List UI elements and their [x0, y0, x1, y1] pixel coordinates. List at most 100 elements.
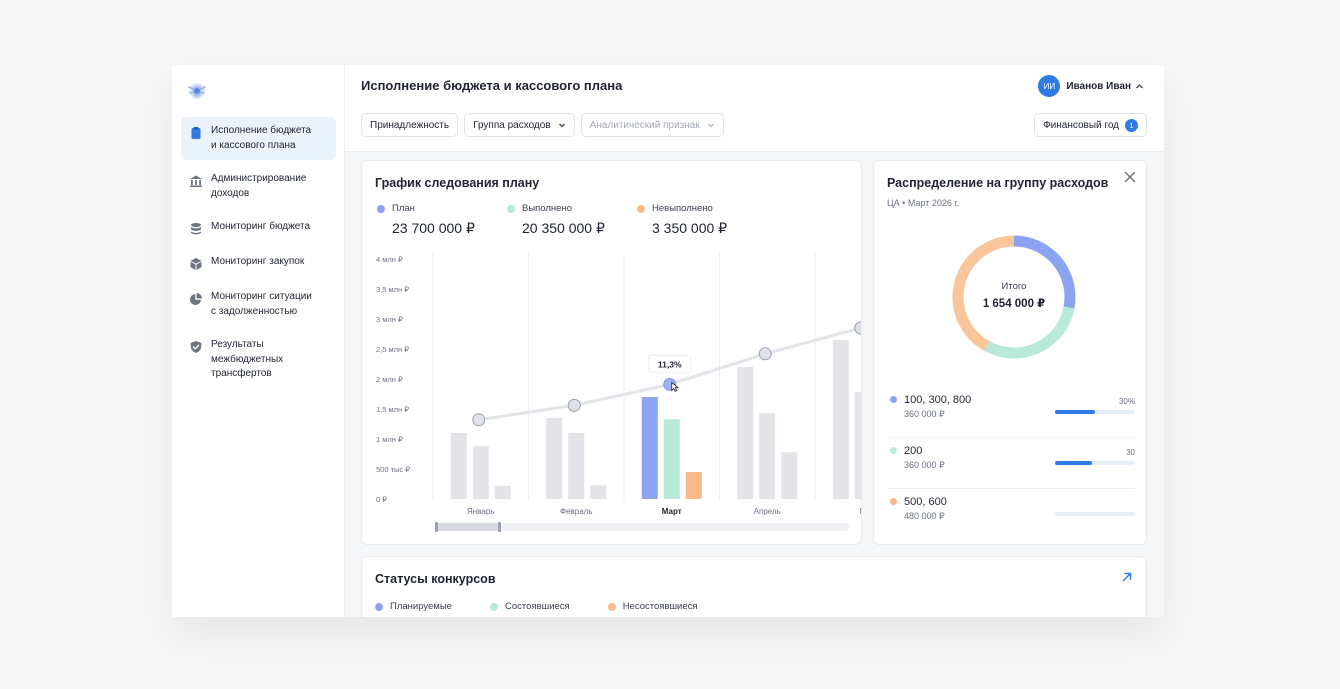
legend-dot	[375, 602, 383, 611]
list-item[interactable]: 200 360 000 ₽ 30	[887, 438, 1135, 489]
close-icon[interactable]	[1122, 169, 1138, 185]
sidebar-item-debt-monitoring[interactable]: Мониторинг ситуации с задолженностью	[181, 283, 336, 326]
progress-track	[1055, 461, 1135, 465]
list-item-amount: 480 000 ₽	[904, 511, 945, 521]
chart-scroll-track	[435, 523, 849, 531]
sidebar-item-budget-monitoring[interactable]: Мониторинг бюджета	[181, 213, 336, 243]
tooltip-box	[648, 354, 692, 373]
sidebar-item-label: Исполнение бюджета и кассового плана	[211, 125, 312, 151]
legend-label: Планируемые	[390, 601, 452, 612]
bar-plan	[641, 397, 658, 499]
expense-distribution-card: Распределение на группу расходов ЦА • Ма…	[873, 160, 1147, 545]
status-legend-held: Состоявшиеся	[489, 601, 570, 612]
plan-chart-title: График следования плану	[375, 176, 540, 190]
list-item-amount: 360 000 ₽	[904, 409, 945, 419]
y-tick-label: 3,5 млн ₽	[376, 285, 409, 294]
status-title: Статусы конкурсов	[375, 572, 496, 586]
donut-title: Распределение на группу расходов	[887, 176, 1109, 190]
bar-undone	[590, 485, 607, 499]
y-tick-label: 2,5 млн ₽	[376, 345, 409, 354]
legend-label: Выполнено	[522, 203, 572, 214]
donut-chart	[952, 235, 1076, 359]
chevron-down-icon	[558, 123, 565, 128]
status-legend-planned: Планируемые	[375, 601, 452, 612]
donut-segment[interactable]	[952, 235, 1076, 359]
progress-track	[1055, 512, 1135, 516]
filter-expense-group[interactable]: Группа расходов	[464, 113, 575, 137]
bank-icon	[190, 175, 202, 187]
progress-fill	[1055, 461, 1092, 465]
list-item-dot	[890, 498, 897, 505]
sidebar-item-transfers[interactable]: Результаты межбюджетных трансфертов	[181, 331, 336, 389]
list-item-percent: 30%	[1118, 397, 1135, 406]
donut-total-label: Итого	[1001, 281, 1027, 292]
list-item[interactable]: 500, 600 480 000 ₽	[887, 489, 1135, 540]
list-item-name: 200	[904, 445, 923, 457]
legend-done-value: 20 350 000 ₽	[522, 220, 605, 236]
bar-plan	[832, 340, 849, 499]
main-content: Исполнение бюджета и кассового плана ИИ …	[345, 65, 1164, 617]
progress-fill	[1055, 410, 1095, 414]
filter-expense-group-label: Группа расходов	[473, 119, 551, 131]
bar-plan	[737, 367, 754, 499]
x-tick-label: Апрель	[754, 507, 781, 516]
emblem-logo	[188, 83, 206, 99]
y-tick-label: 1 млн ₽	[376, 435, 403, 444]
topbar: Исполнение бюджета и кассового плана ИИ …	[345, 65, 1164, 152]
arrow-up-right-icon[interactable]	[1121, 571, 1133, 583]
bar-done	[759, 413, 776, 499]
sidebar-item-revenue-admin[interactable]: Администрирование доходов	[181, 165, 336, 208]
sidebar-item-label: Мониторинг бюджета	[211, 221, 311, 232]
trend-point	[567, 398, 581, 412]
x-tick-label: Январь	[467, 507, 494, 516]
legend-plan: План	[377, 203, 415, 214]
chart-scroll-thumb[interactable]	[437, 523, 499, 531]
bar-undone	[494, 485, 511, 499]
avatar: ИИ	[1038, 75, 1061, 97]
filter-ownership[interactable]: Принадлежность	[361, 113, 459, 137]
list-item-name: 100, 300, 800	[904, 394, 972, 406]
plan-chart-card: График следования плану План 23 700 000 …	[361, 160, 862, 545]
trend-point	[472, 413, 486, 427]
y-tick-label: 4 млн ₽	[376, 255, 403, 264]
filter-fin-year-label: Финансовый год	[1043, 119, 1119, 131]
legend-dot	[489, 602, 498, 611]
donut-segment[interactable]	[952, 235, 1076, 359]
y-tick-label: 0 ₽	[376, 495, 387, 504]
donut-subtitle: ЦА • Март 2026 г.	[887, 198, 960, 208]
list-item[interactable]: 100, 300, 800 360 000 ₽ 30%	[887, 387, 1135, 438]
sidebar: Исполнение бюджета и кассового плана Адм…	[172, 65, 345, 617]
filter-analytic[interactable]: Аналитический признак	[580, 113, 724, 137]
expense-group-list: 100, 300, 800 360 000 ₽ 30% 200 360 000 …	[887, 387, 1135, 540]
legend-dot	[377, 204, 385, 213]
status-legend-failed: Несостоявшиеся	[607, 601, 698, 612]
bar-done	[854, 392, 861, 499]
bar-done	[472, 446, 489, 499]
filter-analytic-label: Аналитический признак	[589, 119, 700, 131]
chevron-down-icon	[707, 123, 714, 128]
user-menu[interactable]: ИИ Иванов Иван	[1038, 75, 1144, 97]
sidebar-item-label: Администрирование доходов	[211, 173, 307, 199]
y-tick-label: 2 млн ₽	[376, 375, 403, 384]
legend-plan-value: 23 700 000 ₽	[392, 220, 475, 236]
x-tick-label: Февраль	[560, 507, 593, 516]
list-item-name: 500, 600	[904, 496, 947, 508]
filter-fin-year[interactable]: Финансовый год 1	[1034, 113, 1147, 137]
chart-scroll-handle-right	[498, 522, 501, 532]
legend-label: План	[392, 203, 415, 214]
legend-dot	[607, 602, 616, 611]
list-item-amount: 360 000 ₽	[904, 460, 945, 470]
box-icon	[190, 258, 202, 270]
sidebar-item-procurement[interactable]: Мониторинг закупок	[181, 248, 336, 278]
y-tick-label: 500 тыс ₽	[376, 465, 410, 474]
bar-plan	[546, 418, 563, 499]
trend-point	[854, 321, 861, 335]
filter-count-badge: 1	[1125, 118, 1138, 132]
list-item-dot	[890, 447, 897, 454]
database-icon	[191, 223, 201, 235]
legend-dot	[637, 204, 645, 213]
bar-undone	[685, 472, 702, 499]
sidebar-item-budget-execution[interactable]: Исполнение бюджета и кассового плана	[181, 117, 336, 160]
y-tick-label: 1,5 млн ₽	[376, 405, 409, 414]
cursor-icon	[671, 381, 680, 392]
